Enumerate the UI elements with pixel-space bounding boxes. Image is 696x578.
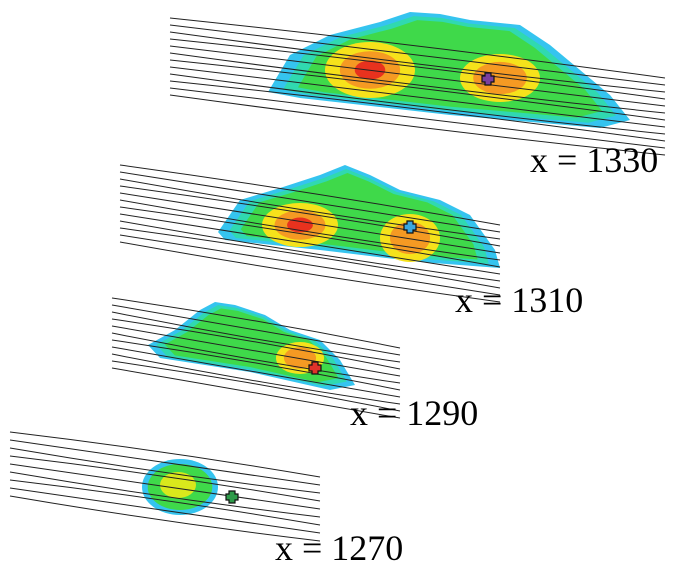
streamline <box>169 80 666 142</box>
streamline <box>111 318 401 370</box>
hot-spot <box>473 61 527 95</box>
streamline <box>111 332 401 384</box>
streamline <box>119 241 501 303</box>
panel: x = 1290 <box>111 297 478 433</box>
streamline <box>119 199 501 261</box>
streamline <box>119 185 501 247</box>
streamline <box>119 206 501 268</box>
streamline <box>9 439 321 486</box>
streamline <box>169 59 666 121</box>
streamline <box>119 234 501 296</box>
streamline <box>169 31 666 93</box>
streamline <box>119 178 501 240</box>
panel-label: x = 1270 <box>275 528 403 568</box>
streamline <box>9 479 321 526</box>
hot-spot <box>283 347 317 369</box>
streamline <box>111 297 401 349</box>
probe-marker <box>308 361 322 375</box>
streamline <box>111 311 401 363</box>
streamline <box>111 360 401 412</box>
streamline <box>119 192 501 254</box>
streamline <box>9 431 321 478</box>
streamline <box>119 220 501 282</box>
streamline <box>9 447 321 494</box>
streamline <box>169 94 666 156</box>
streamline <box>9 495 321 542</box>
probe-marker <box>403 220 417 234</box>
streamline <box>111 367 401 419</box>
streamline <box>119 171 501 233</box>
streamline <box>9 487 321 534</box>
streamline <box>111 346 401 398</box>
streamline <box>111 304 401 356</box>
streamline <box>9 463 321 510</box>
streamline <box>119 213 501 275</box>
streamline <box>111 339 401 391</box>
streamline <box>169 87 666 149</box>
streamline <box>169 38 666 100</box>
streamline <box>9 471 321 518</box>
hot-spot <box>160 472 196 498</box>
streamline <box>111 325 401 377</box>
probe-marker <box>481 72 495 86</box>
streamline <box>169 52 666 114</box>
hot-spot <box>287 217 313 233</box>
streamline <box>169 17 666 79</box>
panel: x = 1270 <box>9 431 403 568</box>
probe-marker <box>225 490 239 504</box>
streamline <box>111 353 401 405</box>
panel-label: x = 1290 <box>350 393 478 433</box>
streamline <box>169 66 666 128</box>
panel-label: x = 1330 <box>530 140 658 180</box>
streamline <box>119 164 501 226</box>
streamline <box>9 455 321 502</box>
panel: x = 1310 <box>119 164 583 320</box>
streamline <box>169 24 666 86</box>
panel: x = 1330 <box>169 12 666 180</box>
streamline <box>169 73 666 135</box>
streamline <box>169 45 666 107</box>
panel-label: x = 1310 <box>455 280 583 320</box>
streamline <box>119 227 501 289</box>
